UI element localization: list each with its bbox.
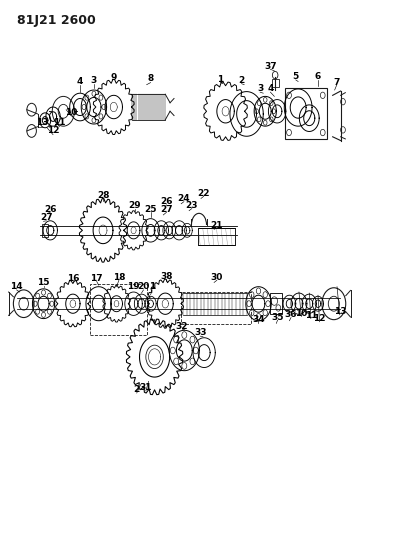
Text: 35: 35: [271, 312, 284, 321]
Text: 38: 38: [160, 272, 173, 280]
Text: 1: 1: [149, 282, 155, 291]
Text: 34: 34: [252, 315, 265, 324]
Bar: [42, 224, 48, 237]
Text: 26: 26: [160, 197, 173, 206]
Text: 28: 28: [97, 191, 109, 200]
Text: 20: 20: [137, 282, 150, 291]
Text: 12: 12: [313, 314, 326, 323]
Text: 4: 4: [77, 77, 83, 86]
Text: 10: 10: [295, 309, 308, 318]
Text: 81J21 2600: 81J21 2600: [17, 14, 95, 27]
Text: 19: 19: [127, 282, 140, 291]
Text: 27: 27: [40, 213, 53, 222]
Text: 9: 9: [111, 73, 117, 82]
Text: 24: 24: [178, 194, 190, 203]
Text: 11: 11: [53, 118, 66, 127]
Text: 6: 6: [315, 72, 321, 81]
Text: 27: 27: [160, 205, 173, 214]
Text: 30: 30: [211, 273, 223, 281]
Text: 11: 11: [304, 311, 317, 320]
Text: 2: 2: [238, 76, 244, 85]
Bar: [90, 284, 147, 335]
Text: 7: 7: [334, 77, 340, 86]
Text: 2: 2: [134, 385, 140, 394]
Text: 13: 13: [36, 118, 49, 127]
Text: 36: 36: [285, 310, 297, 319]
Text: 12: 12: [47, 126, 59, 135]
Text: 29: 29: [129, 201, 141, 210]
Text: 5: 5: [293, 72, 299, 81]
Text: 23: 23: [185, 201, 198, 210]
Text: 16: 16: [66, 273, 79, 282]
Text: 4: 4: [267, 84, 273, 93]
Text: 37: 37: [264, 62, 277, 70]
Text: 3: 3: [91, 76, 97, 85]
Text: 31: 31: [140, 383, 152, 392]
Bar: [285, 88, 327, 139]
Text: 15: 15: [37, 278, 50, 287]
Bar: [271, 79, 279, 87]
Text: 1: 1: [217, 75, 224, 84]
Text: 14: 14: [10, 282, 23, 291]
Bar: [270, 293, 282, 314]
Text: 18: 18: [113, 273, 125, 281]
Text: 17: 17: [90, 273, 103, 282]
Text: 10: 10: [65, 108, 78, 117]
Text: 25: 25: [144, 205, 157, 214]
Text: 26: 26: [44, 205, 57, 214]
Text: 32: 32: [175, 321, 188, 330]
Bar: [181, 292, 251, 324]
Text: 8: 8: [148, 74, 154, 83]
Text: 22: 22: [197, 189, 210, 198]
Text: 3: 3: [257, 84, 263, 93]
Text: 21: 21: [211, 221, 223, 230]
Text: 33: 33: [194, 328, 207, 337]
Text: 13: 13: [334, 307, 346, 316]
